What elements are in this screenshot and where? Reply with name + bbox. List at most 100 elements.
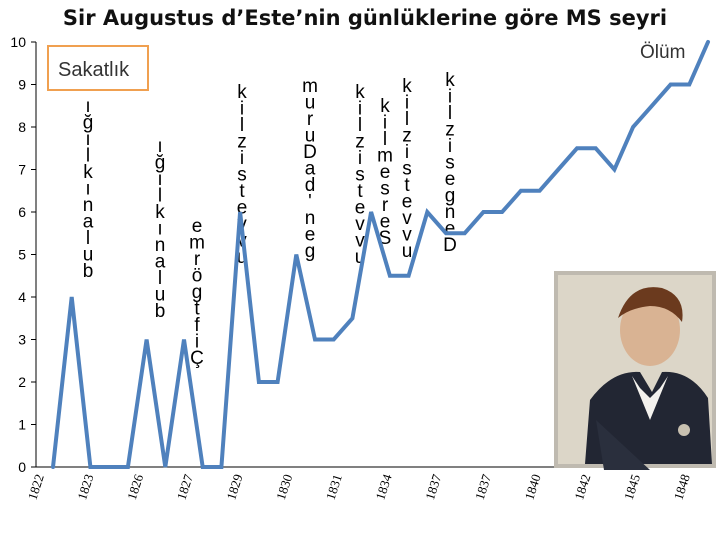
vertical-label-letter: a bbox=[155, 252, 166, 273]
vertical-label-letter: k bbox=[83, 162, 93, 183]
vertical-label-letter: s bbox=[380, 179, 390, 200]
x-tick-label: 1823 bbox=[74, 472, 96, 501]
vertical-label-letter: k bbox=[445, 70, 455, 91]
vertical-label-letter: g bbox=[305, 241, 316, 262]
series-line bbox=[51, 40, 710, 469]
vertical-label-letter: t bbox=[239, 181, 245, 202]
y-tick-label: 4 bbox=[18, 289, 26, 305]
x-tick-label: 1827 bbox=[174, 472, 196, 502]
y-tick-label: 1 bbox=[18, 417, 26, 433]
vertical-label-letter: s bbox=[237, 165, 247, 186]
vertical-label-letter: l bbox=[405, 109, 409, 130]
y-tick-label: 2 bbox=[18, 374, 26, 390]
death-label: Ölüm bbox=[640, 42, 685, 63]
y-tick-label: 7 bbox=[18, 162, 26, 178]
vertical-label-letter: t bbox=[357, 181, 363, 202]
x-ticks: 1822 1823 1826 1827 1829 1830 1831 1834 1837 1837… bbox=[25, 472, 693, 502]
vertical-label-letter: r bbox=[307, 109, 314, 130]
vertical-label-letter: n bbox=[155, 235, 166, 256]
vertical-label-letter: e bbox=[237, 198, 248, 219]
vertical-label-letter: e bbox=[380, 162, 391, 183]
vertical-label-letter: e bbox=[192, 216, 203, 237]
vertical-label-letter: t bbox=[404, 175, 410, 196]
x-tick-label: 1845 bbox=[621, 472, 643, 501]
vertical-label-letter: e bbox=[445, 169, 456, 190]
vertical-label-letter: l bbox=[358, 115, 362, 136]
vertical-label-letter: ı bbox=[157, 169, 162, 190]
vertical-label-letter: ğ bbox=[155, 153, 166, 174]
vertical-label-letter: i bbox=[383, 113, 387, 134]
vertical-label-letter: e bbox=[380, 212, 391, 233]
vertical-label-letter: s bbox=[402, 159, 412, 180]
vertical-label-letter: v bbox=[402, 208, 412, 229]
y-tick-label: 5 bbox=[18, 247, 26, 263]
vertical-label-letter: l bbox=[383, 129, 387, 150]
vertical-label-letter: f bbox=[194, 315, 200, 336]
vertical-label-letter: l bbox=[240, 115, 244, 136]
y-tick-label: 8 bbox=[18, 119, 26, 135]
x-tick-label: 1829 bbox=[223, 472, 245, 501]
portrait-photo bbox=[554, 271, 716, 470]
vertical-label-letter: l bbox=[158, 268, 162, 289]
x-tick-label: 1837 bbox=[422, 472, 444, 502]
injury-box: Sakatlık bbox=[47, 45, 149, 91]
vertical-label-letter: l bbox=[448, 103, 452, 124]
vertical-label-letter: ğ bbox=[83, 113, 94, 134]
vertical-label-letter: t bbox=[194, 299, 200, 320]
vertical-label-letter: m bbox=[189, 233, 205, 254]
vertical-label-letter: r bbox=[382, 195, 389, 216]
vertical-label-letter: l bbox=[86, 146, 90, 167]
vertical-label-letter: i bbox=[448, 136, 452, 157]
x-tick-label: 1834 bbox=[372, 472, 394, 502]
vertical-label-letter: k bbox=[155, 202, 165, 223]
vertical-label-letter: k bbox=[237, 82, 247, 103]
vertical-label-letter: g bbox=[445, 186, 456, 207]
vertical-label-letter: b bbox=[83, 261, 94, 282]
vertical-label-letter: e bbox=[445, 219, 456, 240]
vertical-label-letter: i bbox=[358, 148, 362, 169]
y-tick-label: 0 bbox=[18, 459, 26, 475]
x-tick-label: 1830 bbox=[273, 472, 295, 501]
vertical-label-letter: u bbox=[355, 247, 366, 268]
vertical-label-letter: D bbox=[303, 142, 317, 163]
x-tick-label: 1831 bbox=[323, 472, 345, 501]
vertical-label-letter: i bbox=[405, 142, 409, 163]
vertical-label-letter: s bbox=[355, 165, 365, 186]
y-tick-label: 6 bbox=[18, 204, 26, 220]
vertical-label-letter: i bbox=[240, 148, 244, 169]
vertical-label-letter: i bbox=[358, 99, 362, 120]
chart-title: Sir Augustus d’Este’nin günlüklerine gör… bbox=[62, 6, 668, 30]
vertical-label-letter: u bbox=[402, 241, 413, 262]
vertical-label-letter: u bbox=[237, 247, 248, 268]
vertical-label-letter: i bbox=[240, 99, 244, 120]
vertical-label-letter: ı bbox=[157, 136, 162, 157]
y-tick-label: 10 bbox=[10, 34, 26, 50]
vertical-label-letter: k bbox=[402, 76, 412, 97]
vertical-label-letter: u bbox=[305, 126, 316, 147]
vertical-label-letter: z bbox=[402, 126, 412, 147]
vertical-label-letter: a bbox=[83, 212, 94, 233]
vertical-label-letter: r bbox=[194, 249, 201, 270]
y-ticks: 0 1 2 3 4 5 6 7 8 9 10 bbox=[10, 34, 36, 475]
x-tick-label: 1842 bbox=[571, 472, 593, 501]
x-tick-label: 1837 bbox=[472, 472, 494, 502]
vertical-label-letter: l bbox=[158, 186, 162, 207]
x-tick-label: 1840 bbox=[521, 472, 543, 501]
vertical-label-letter: k bbox=[380, 96, 390, 117]
x-tick-label: 1822 bbox=[25, 472, 47, 501]
vertical-label-letter: ö bbox=[192, 266, 203, 287]
vertical-label-letter: z bbox=[237, 132, 247, 153]
vertical-label-letter: s bbox=[445, 153, 455, 174]
vertical-label-letter: ı bbox=[85, 96, 90, 117]
x-tick-label: 1826 bbox=[124, 472, 146, 502]
vertical-labels: ığılkınalubığılkınalubemrögtfiÇkilzistev… bbox=[83, 70, 457, 369]
vertical-label-letter: b bbox=[155, 301, 166, 322]
vertical-label-letter: e bbox=[355, 198, 366, 219]
vertical-label-letter: z bbox=[355, 132, 365, 153]
vertical-label-letter: u bbox=[155, 285, 166, 306]
vertical-label-letter: ' bbox=[308, 192, 312, 213]
vertical-label-letter: e bbox=[305, 225, 316, 246]
injury-label: Sakatlık bbox=[58, 59, 130, 81]
